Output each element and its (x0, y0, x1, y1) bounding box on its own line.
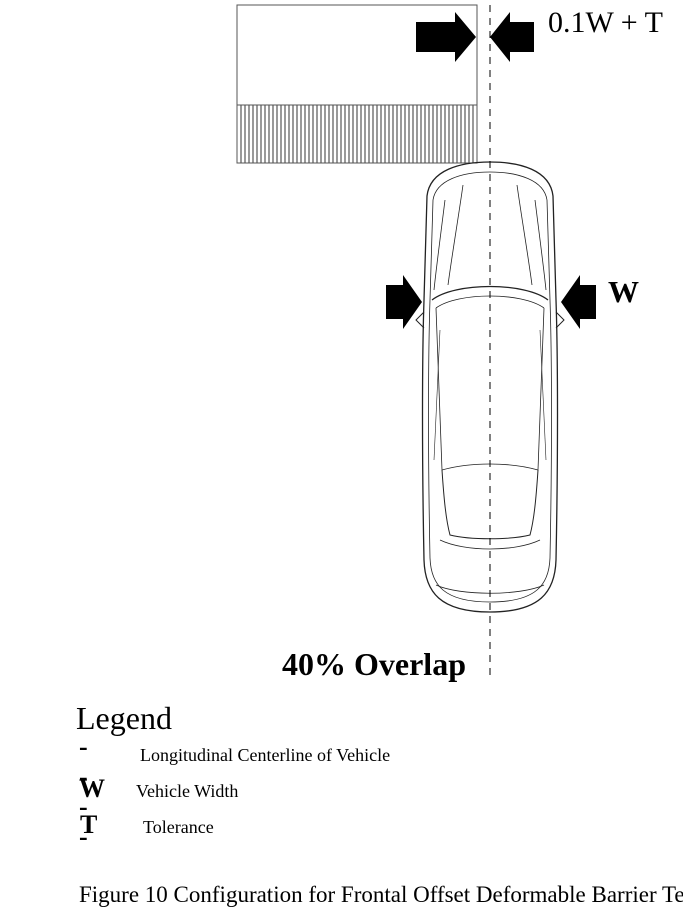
legend-description: Longitudinal Centerline of Vehicle (140, 745, 391, 765)
legend-description: Vehicle Width (136, 781, 239, 801)
width-arrow-left (561, 275, 596, 329)
legend-description: Tolerance (143, 817, 214, 837)
barrier-block (236, 4, 478, 106)
legend-title: Legend (76, 700, 172, 736)
width-dimension-arrows (386, 275, 596, 329)
vehicle-outline (415, 161, 565, 613)
offset-dimension-label: 0.1W + T (548, 6, 663, 39)
width-dimension-label: W (608, 274, 639, 309)
offset-arrow-left (490, 12, 534, 62)
legend-symbol: W (79, 774, 105, 803)
legend-symbol: T (80, 810, 98, 839)
figure-caption: Figure 10 Configuration for Frontal Offs… (79, 882, 683, 907)
barrier-honeycomb-face (236, 104, 478, 164)
legend-symbol: ---- (79, 732, 89, 851)
offset-arrow-right (416, 12, 476, 62)
deformable-barrier (236, 4, 478, 164)
width-arrow-right (386, 275, 422, 329)
offset-dimension-arrows (416, 12, 534, 62)
overlap-label: 40% Overlap (282, 646, 466, 682)
